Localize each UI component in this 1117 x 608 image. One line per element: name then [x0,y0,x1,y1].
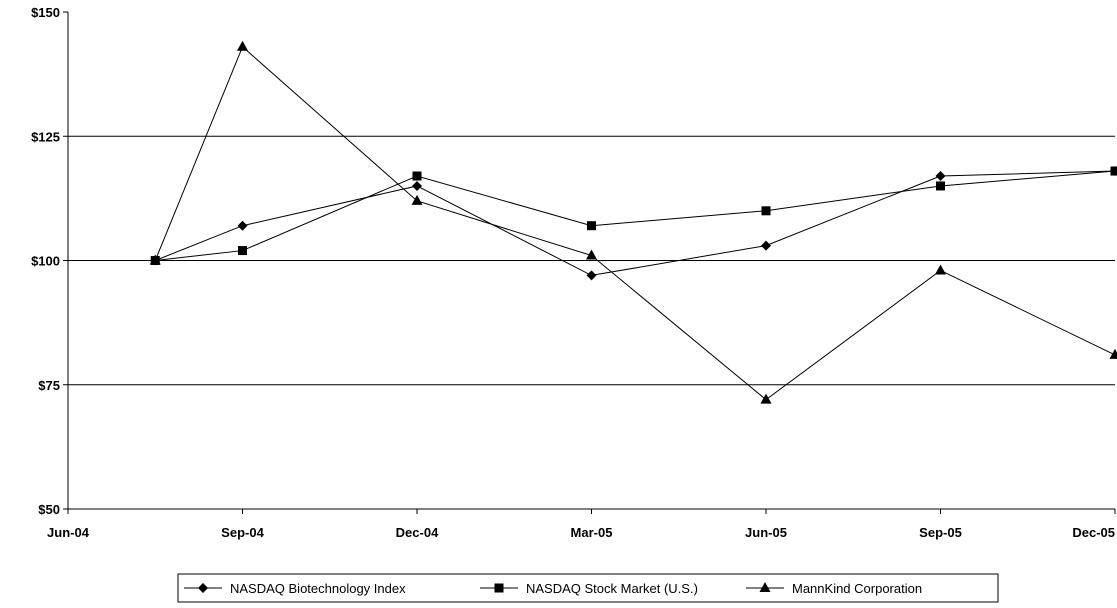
series-1-point-2 [412,171,422,181]
y-axis-tick-labels: $50 $75 $100 $125 $150 [31,5,60,517]
series-1-point-1 [238,246,247,256]
legend-label-1: NASDAQ Stock Market (U.S.) [526,581,698,596]
series-0-point-5 [935,171,946,182]
series-1-point-3 [587,221,596,231]
legend-label-2: MannKind Corporation [792,581,922,596]
legend-marker-0 [198,583,208,593]
series-0-point-4 [761,240,771,251]
series-2-point-3 [586,249,597,260]
series-2-point-5 [935,264,946,275]
x-tick-label-5: Sep-05 [919,525,962,540]
series-0-point-3 [586,270,597,281]
x-tick-label-1: Sep-04 [221,525,264,540]
series-1-point-4 [761,206,771,216]
y-tick-label-0: $50 [38,502,60,517]
x-tick-label-2: Dec-04 [396,525,439,540]
legend-marker-2 [759,582,771,592]
series-2-point-0 [149,254,161,265]
x-tick-label-0: Jun-04 [47,525,90,540]
series-0-point-1 [237,220,248,231]
series-line-2 [154,45,1116,401]
y-tick-label-1: $75 [38,378,60,393]
series-1 [150,166,1117,265]
series-1-point-5 [936,181,945,191]
series-line-1 [155,170,1116,261]
series-2-point-2 [411,194,423,205]
series-2-point-1 [237,40,248,51]
series-0-point-2 [412,180,422,191]
x-tick-label-6: Dec-05 [1072,525,1115,540]
series-line-0 [155,170,1116,276]
x-tick-label-3: Mar-05 [571,525,613,540]
legend-label-0: NASDAQ Biotechnology Index [230,581,406,596]
legend-box [177,573,999,603]
legend: NASDAQ Biotechnology Index NASDAQ Stock M… [177,573,999,603]
series-group [149,40,1117,404]
y-tick-label-3: $125 [31,129,60,144]
gridlines [68,135,1115,386]
legend-marker-1 [494,583,504,593]
series-2 [149,40,1117,404]
x-tick-label-4: Jun-05 [745,525,787,540]
y-tick-label-2: $100 [31,254,60,269]
axes [63,11,1116,514]
series-2-point-6 [1109,348,1117,359]
y-tick-label-4: $150 [31,5,60,20]
series-2-point-4 [760,393,772,404]
x-axis-tick-labels: Jun-04 Sep-04 Dec-04 Mar-05 Jun-05 Sep-05 Dec-… [47,525,1115,540]
series-1-point-6 [1110,166,1117,176]
